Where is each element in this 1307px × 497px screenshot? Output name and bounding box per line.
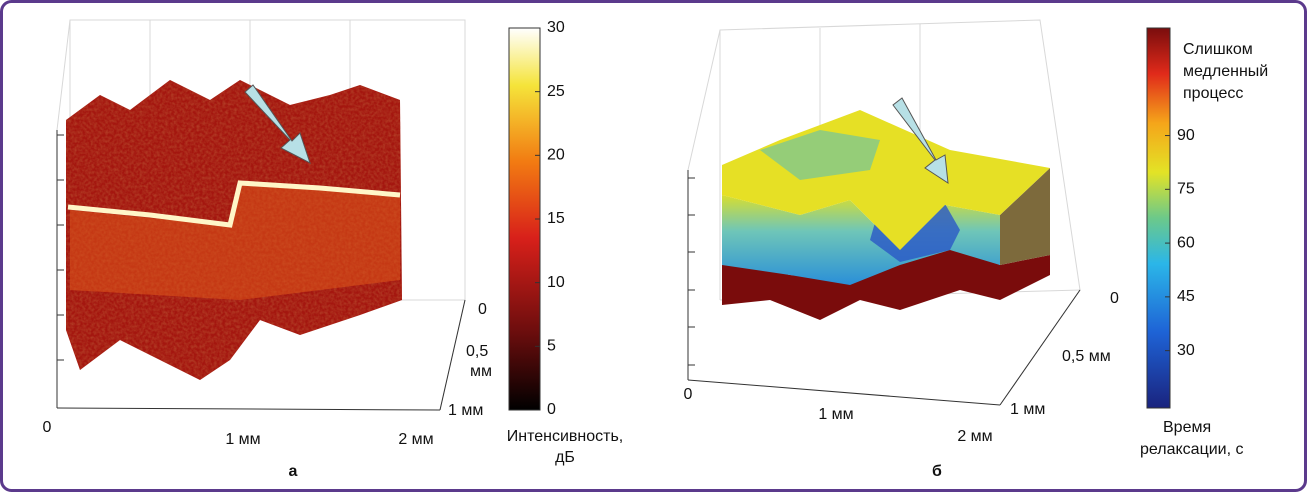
depth-axis-label: 1 мм xyxy=(448,402,483,419)
colorbar-tick-label: 30 xyxy=(547,19,565,36)
panel-label: б xyxy=(932,463,942,480)
colorbar-title: дБ xyxy=(555,449,575,466)
colorbar-tick-label: 45 xyxy=(1177,288,1195,305)
x-axis-label: 1 мм xyxy=(818,406,853,423)
colorbar-title: Время xyxy=(1163,419,1211,436)
colorbar-tick-label: 15 xyxy=(547,210,565,227)
x-axis-label: 0 xyxy=(684,386,693,403)
depth-axis-label: 1 мм xyxy=(1010,401,1045,418)
depth-axis-label: 0 xyxy=(1110,290,1119,307)
colorbar-title: Интенсивность, xyxy=(507,428,624,445)
depth-axis-label: 0 xyxy=(478,301,487,318)
colorbar-tick-label: 30 xyxy=(1177,342,1195,359)
colorbar-tick-label: 90 xyxy=(1177,127,1195,144)
x-axis-label: 2 мм xyxy=(398,431,433,448)
depth-axis-label: 0,5 xyxy=(466,343,488,360)
render-a xyxy=(56,19,466,411)
panel-label: а xyxy=(289,463,298,480)
colorbar-tick-label: 0 xyxy=(547,401,556,418)
depth-axis-label: 0,5 мм xyxy=(1062,348,1111,365)
colorbar-tick-label: 60 xyxy=(1177,234,1195,251)
depth-axis-label: мм xyxy=(470,363,492,380)
colorbar-b xyxy=(1146,27,1171,409)
colorbar-tick-label: 10 xyxy=(547,274,565,291)
colorbar-tick-label: 25 xyxy=(547,83,565,100)
colorbar-top-label: медленный xyxy=(1183,63,1268,80)
x-axis-label: 2 мм xyxy=(957,428,992,445)
colorbar-tick-label: 20 xyxy=(547,147,565,164)
render-b xyxy=(687,19,1081,406)
colorbar-tick-label: 75 xyxy=(1177,181,1195,198)
colorbar-tick-label: 5 xyxy=(547,338,556,355)
colorbar-top-label: Слишком xyxy=(1183,41,1253,58)
colorbar-a xyxy=(508,27,541,411)
colorbar-title: релаксации, с xyxy=(1140,441,1244,458)
x-axis-label: 0 xyxy=(43,419,52,436)
x-axis-label: 1 мм xyxy=(225,431,260,448)
colorbar-top-label: процесс xyxy=(1183,85,1243,102)
